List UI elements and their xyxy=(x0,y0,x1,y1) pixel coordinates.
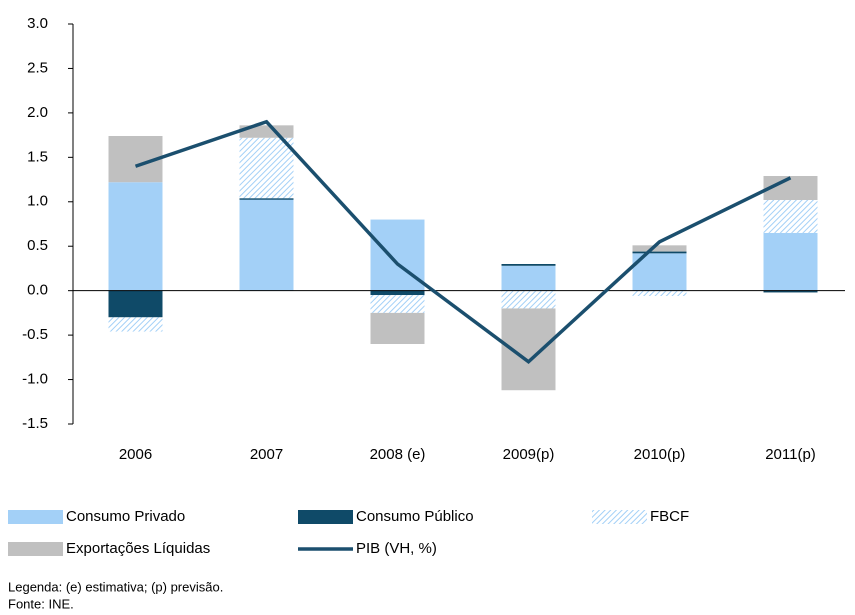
legend-label: Consumo Privado xyxy=(66,508,185,525)
legend-label: PIB (VH, %) xyxy=(356,540,437,557)
legend-swatch xyxy=(298,510,353,524)
x-tick-label: 2007 xyxy=(250,446,283,463)
legend-swatch xyxy=(8,542,63,556)
bar xyxy=(632,245,687,252)
y-tick-label: 2.0 xyxy=(27,104,48,121)
bar xyxy=(370,312,425,344)
x-tick-label: 2009(p) xyxy=(503,446,555,463)
y-tick-label: -1.0 xyxy=(22,371,48,388)
y-tick-label: 2.5 xyxy=(27,59,48,76)
y-tick-label: -1.5 xyxy=(22,415,48,432)
bar xyxy=(632,290,687,296)
legend-label: Consumo Público xyxy=(356,508,474,525)
legend-swatch xyxy=(592,510,647,524)
bar xyxy=(501,265,556,291)
bar xyxy=(239,198,294,200)
x-tick-label: 2010(p) xyxy=(634,446,686,463)
note: Legenda: (e) estimativa; (p) previsão. xyxy=(8,579,223,594)
bar xyxy=(108,182,163,291)
bar xyxy=(632,251,687,254)
x-tick-label: 2008 (e) xyxy=(370,446,426,463)
bar xyxy=(108,317,163,332)
y-tick-label: 0.5 xyxy=(27,237,48,254)
bar xyxy=(239,198,294,291)
x-tick-label: 2006 xyxy=(119,446,152,463)
legend-label: Exportações Líquidas xyxy=(66,540,210,557)
bar xyxy=(501,264,556,266)
y-tick-label: 1.0 xyxy=(27,193,48,210)
line xyxy=(134,119,792,365)
bar xyxy=(108,290,163,318)
legend-swatch xyxy=(8,510,63,524)
bar xyxy=(370,290,425,296)
bar xyxy=(763,200,818,233)
bar xyxy=(763,290,818,293)
bar xyxy=(239,137,294,199)
y-tick-label: 3.0 xyxy=(27,15,48,32)
x-tick-label: 2011(p) xyxy=(765,446,816,463)
bar xyxy=(370,295,425,313)
bar xyxy=(501,290,556,309)
y-tick-label: 1.5 xyxy=(27,148,48,165)
note: Fonte: INE. xyxy=(8,596,74,611)
y-tick-label: -0.5 xyxy=(22,326,48,343)
legend-label: FBCF xyxy=(650,508,689,525)
bar xyxy=(763,232,818,291)
y-tick-label: 0.0 xyxy=(27,282,48,299)
